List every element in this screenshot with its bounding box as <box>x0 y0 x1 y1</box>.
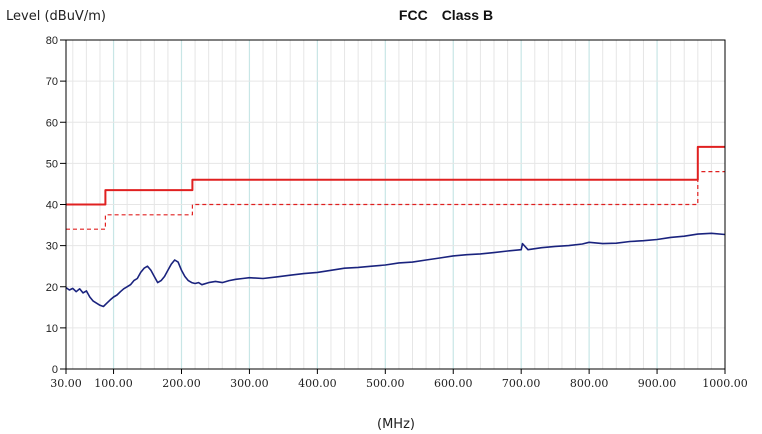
x-tick-label: 900.00 <box>638 377 677 390</box>
x-tick-label: 600.00 <box>434 377 473 390</box>
x-tick-label: 500.00 <box>366 377 405 390</box>
grid <box>66 40 725 369</box>
x-axis-label: (MHz) <box>377 417 415 432</box>
y-tick-label: 80 <box>46 35 58 47</box>
series-layer <box>65 145 726 308</box>
y-tick-label: 30 <box>46 241 58 253</box>
x-tick-label: 30.00 <box>50 377 82 390</box>
y-tick-label: 40 <box>46 200 58 212</box>
chart-title: FCC Class B <box>399 7 493 23</box>
y-tick-label: 10 <box>46 323 58 335</box>
y-axis-label: Level (dBuV/m) <box>6 9 106 24</box>
x-tick-label: 100.00 <box>94 377 133 390</box>
series-measured-line <box>65 232 726 308</box>
y-tick-label: 60 <box>46 117 58 129</box>
y-tick-label: 0 <box>52 364 58 376</box>
x-tick-label: 300.00 <box>230 377 269 390</box>
series-limit-line <box>66 145 725 206</box>
x-tick-label: 1000.00 <box>702 377 748 390</box>
x-tick-label: 700.00 <box>502 377 541 390</box>
y-tick-label: 70 <box>46 76 58 88</box>
x-tick-label: 200.00 <box>162 377 201 390</box>
ticks: 0 10 20 30 40 50 60 70 80 30.00 100.00 200.00 300.00… <box>46 35 748 390</box>
y-tick-label: 50 <box>46 158 58 170</box>
x-tick-label: 400.00 <box>298 377 337 390</box>
y-tick-label: 20 <box>46 282 58 294</box>
x-tick-label: 800.00 <box>570 377 609 390</box>
